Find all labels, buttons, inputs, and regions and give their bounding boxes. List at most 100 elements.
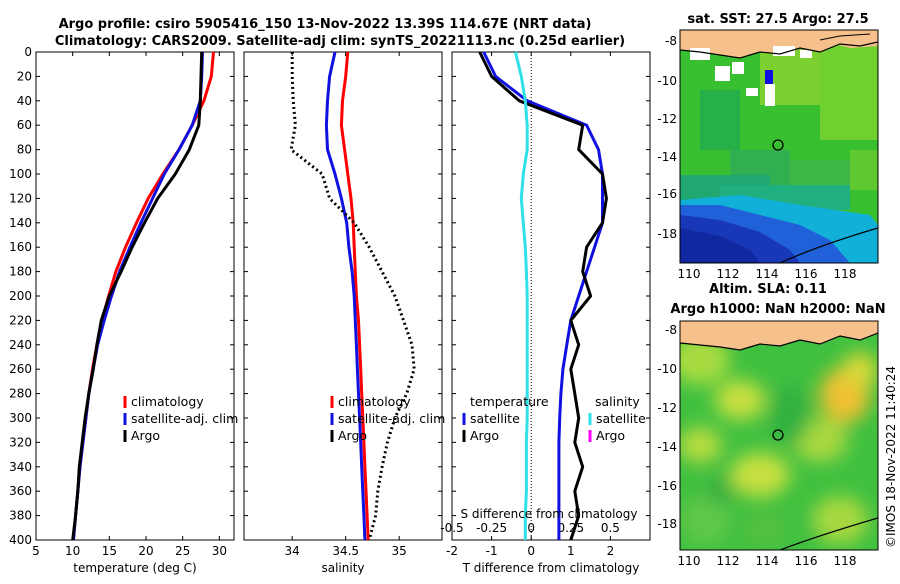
difference-legend: temperature satellite Argo salinity sate…	[462, 394, 646, 443]
sst-xtick: 116	[795, 267, 818, 281]
s-tick-label: 0.5	[601, 521, 620, 535]
legend-label-t-satellite: satellite	[470, 411, 520, 426]
sla-xtick: 118	[834, 554, 857, 568]
y-tick-label: 340	[9, 460, 32, 474]
sst-xtick: 112	[717, 267, 740, 281]
sst-xtick: 118	[834, 267, 857, 281]
y-tick-label: 140	[9, 216, 32, 230]
sla-ytick: -14	[657, 440, 677, 454]
sst-xtick: 110	[678, 267, 701, 281]
temperature-xlabel: temperature (deg C)	[73, 561, 196, 575]
legend-label-s-argo: Argo	[596, 428, 625, 443]
salinity-xlabel: salinity	[321, 561, 364, 575]
sla-ytick: -10	[657, 362, 677, 376]
profile-charts: 0204060801001201401601802002202402602803…	[9, 45, 650, 558]
sla-xtick: 112	[717, 554, 740, 568]
title-line2: Climatology: CARS2009. Satellite-adj cli…	[55, 34, 625, 49]
sla-ytick: -8	[665, 323, 677, 337]
difference-xlabel: T difference from climatology	[462, 561, 640, 575]
sla-xtick: 114	[756, 554, 779, 568]
y-tick-label: 320	[9, 435, 32, 449]
sla-xtick: 110	[678, 554, 701, 568]
sla-map-title-line1: Altim. SLA: 0.11	[709, 282, 827, 297]
series-line-satellite-adj-clim	[71, 51, 204, 541]
temperature-legend: climatology satellite-adj. clim Argo	[123, 394, 238, 443]
temperature-panel	[35, 51, 235, 541]
x-tick-label: 35	[392, 544, 407, 558]
salinity-panel	[243, 51, 443, 541]
sst-ytick: -8	[665, 34, 677, 48]
x-tick-label: -2	[446, 544, 458, 558]
y-tick-label: 100	[9, 167, 32, 181]
sst-map-title: sat. SST: 27.5 Argo: 27.5	[687, 12, 868, 27]
legend-label-satellite: satellite-adj. clim	[338, 411, 445, 426]
s-difference-label: S difference from climatology	[461, 507, 638, 521]
sla-ytick: -12	[657, 401, 677, 415]
sla-ytick: -16	[657, 479, 677, 493]
x-tick-label: 34	[285, 544, 300, 558]
argo-location-marker	[772, 139, 784, 151]
sst-ytick: -12	[657, 112, 677, 126]
x-tick-label: 2	[607, 544, 615, 558]
sst-map	[680, 30, 878, 263]
series-line-t-argo	[478, 51, 608, 541]
x-tick-label: -1	[486, 544, 498, 558]
legend-label-s-satellite: satellite	[596, 411, 646, 426]
legend-label-argo: Argo	[338, 428, 367, 443]
sla-map-axes: -8 -10 -12 -14 -16 -18 110 112 114 116 1…	[657, 323, 856, 568]
y-tick-label: 240	[9, 338, 32, 352]
y-tick-label: 40	[17, 94, 32, 108]
series-line-climatology	[339, 51, 370, 541]
y-tick-label: 260	[9, 362, 32, 376]
argo-location-marker	[772, 429, 784, 441]
s-tick-label: -0.5	[440, 521, 463, 535]
y-tick-label: 60	[17, 118, 32, 132]
series-line-s-satellite	[513, 51, 529, 540]
legend-title-salinity: salinity	[595, 394, 640, 409]
x-tick-label: 5	[32, 544, 40, 558]
legend-label-satellite: satellite-adj. clim	[131, 411, 238, 426]
y-tick-label: 280	[9, 387, 32, 401]
s-tick-label: 0	[527, 521, 535, 535]
sla-ytick: -18	[657, 517, 677, 531]
y-tick-label: 180	[9, 265, 32, 279]
legend-label-climatology: climatology	[338, 394, 411, 409]
sla-map	[680, 321, 878, 550]
title-line1: Argo profile: csiro 5905416_150 13-Nov-2…	[59, 17, 592, 32]
x-tick-label: 15	[102, 544, 117, 558]
series-line-satellite-adj-clim	[324, 51, 367, 541]
x-tick-label: 30	[212, 544, 227, 558]
difference-panel	[451, 51, 651, 541]
s-tick-label: -0.25	[476, 521, 507, 535]
series-line-argo	[289, 52, 416, 541]
y-tick-label: 220	[9, 313, 32, 327]
sst-ytick: -18	[657, 227, 677, 241]
x-tick-label: 1	[567, 544, 575, 558]
y-tick-label: 380	[9, 509, 32, 523]
legend-title-temperature: temperature	[470, 394, 549, 409]
sla-xtick: 116	[795, 554, 818, 568]
sst-ytick: -16	[657, 187, 677, 201]
legend-label-t-argo: Argo	[470, 428, 499, 443]
x-tick-label: 34.5	[332, 544, 359, 558]
series-line-t-satellite	[482, 51, 604, 540]
y-tick-label: 300	[9, 411, 32, 425]
series-line-argo	[71, 51, 204, 541]
legend-label-climatology: climatology	[131, 394, 204, 409]
x-tick-label: 10	[65, 544, 80, 558]
salinity-legend: climatology satellite-adj. clim Argo	[330, 394, 445, 443]
legend-label-argo: Argo	[131, 428, 160, 443]
sst-xtick: 114	[756, 267, 779, 281]
sst-map-axes: -8 -10 -12 -14 -16 -18 110 112 114 116 1…	[657, 34, 856, 281]
x-tick-label: 25	[175, 544, 190, 558]
y-tick-label: 120	[9, 191, 32, 205]
y-tick-label: 80	[17, 143, 32, 157]
y-tick-label: 360	[9, 484, 32, 498]
y-tick-label: 160	[9, 240, 32, 254]
sla-map-title-line2: Argo h1000: NaN h2000: NaN	[670, 302, 885, 317]
y-tick-label: 20	[17, 69, 32, 83]
y-tick-label: 200	[9, 289, 32, 303]
y-tick-label: 0	[24, 45, 32, 59]
x-tick-label: 20	[138, 544, 153, 558]
